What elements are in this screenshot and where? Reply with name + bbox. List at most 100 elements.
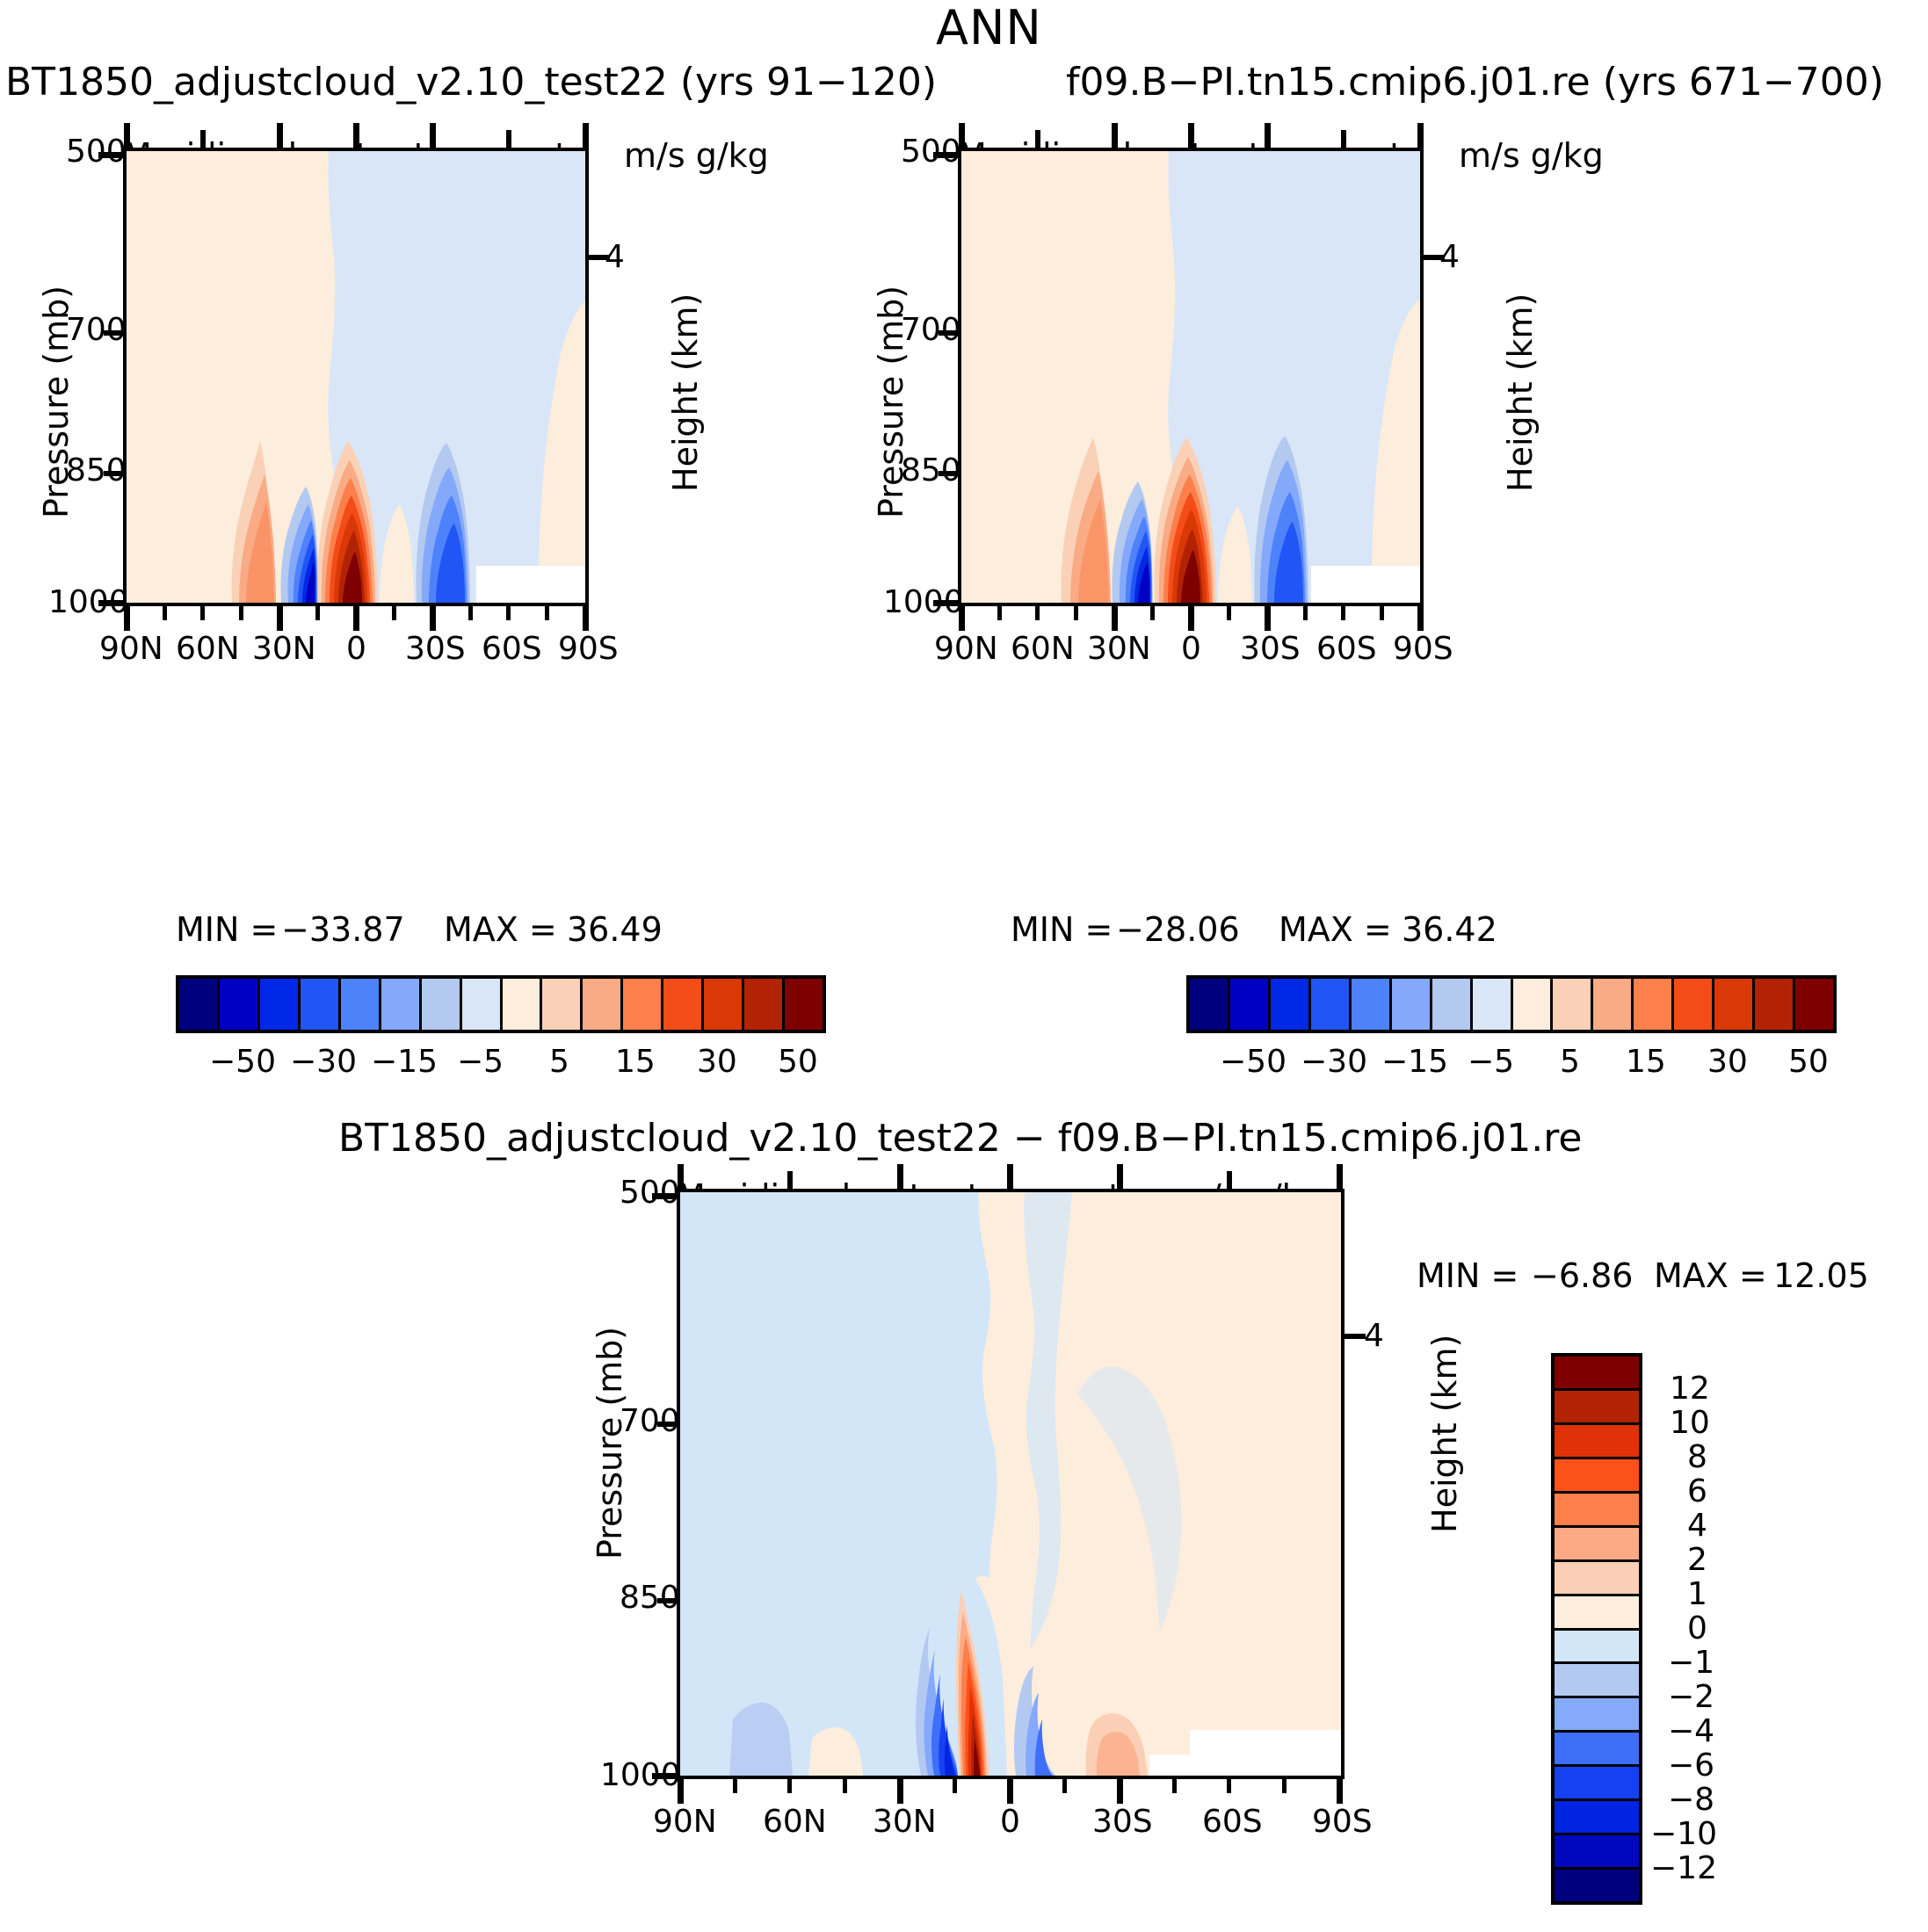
right-xtick-label-30S: 30S bbox=[1240, 631, 1301, 667]
left-y2tick-4: 4 bbox=[605, 239, 625, 275]
diff-xtick-bot-0 bbox=[1007, 1777, 1013, 1804]
right-max-label: MAX = bbox=[1279, 910, 1392, 949]
right-xtick-bot-30N bbox=[1112, 604, 1118, 631]
right-max-value: 36.42 bbox=[1402, 910, 1497, 949]
right-colorbar-label-m5: −5 bbox=[1468, 1044, 1515, 1080]
diff-panel-ylabel: Pressure (mb) bbox=[591, 1326, 629, 1559]
left-xtick-top-30N bbox=[277, 123, 283, 149]
right-colorbar-label-m50: −50 bbox=[1220, 1044, 1287, 1080]
diff-colorbar-label-m2: −2 bbox=[1668, 1679, 1715, 1715]
left-xtick-label-30N: 30N bbox=[252, 631, 316, 667]
right-ytick-mark-700 bbox=[939, 330, 960, 336]
left-ytick-mark-500 bbox=[98, 152, 125, 158]
left-colorbar-label-m5: −5 bbox=[457, 1044, 504, 1080]
left-colorbar bbox=[176, 975, 826, 1033]
right-xtick-bot-m5 bbox=[1303, 604, 1308, 620]
diff-xtick-bot-m2 bbox=[843, 1777, 847, 1793]
left-panel-units-label: m/s g/kg bbox=[624, 136, 769, 175]
diff-colorbar-swatch-13 bbox=[1555, 1767, 1639, 1802]
left-colorbar-label-5: 5 bbox=[549, 1044, 569, 1080]
left-xtick-bot-m5 bbox=[468, 604, 473, 620]
left-ytick-mark-1000 bbox=[98, 600, 125, 606]
right-xtick-label-30N: 30N bbox=[1087, 631, 1151, 667]
diff-xtick-label-90N: 90N bbox=[653, 1804, 717, 1840]
right-min-label: MIN = bbox=[1011, 910, 1113, 949]
right-panel-units-label: m/s g/kg bbox=[1459, 136, 1604, 175]
diff-colorbar-swatch-14 bbox=[1555, 1801, 1639, 1836]
diff-colorbar-label-m6: −6 bbox=[1668, 1747, 1715, 1784]
left-colorbar-swatch-7 bbox=[421, 979, 462, 1030]
right-colorbar-swatch-14 bbox=[1714, 979, 1756, 1030]
right-colorbar-swatch-9 bbox=[1512, 979, 1554, 1030]
right-colorbar-swatch-6 bbox=[1391, 979, 1432, 1030]
left-xtick-bot-m3 bbox=[315, 604, 320, 620]
left-xtick-bot-m4 bbox=[392, 604, 396, 620]
diff-xtick-bot-60N bbox=[787, 1777, 792, 1793]
right-colorbar-label-50: 50 bbox=[1788, 1044, 1829, 1080]
left-panel-contour-field bbox=[127, 151, 585, 603]
diff-ytick-mark-500 bbox=[652, 1193, 678, 1199]
diff-colorbar-swatch-15 bbox=[1555, 1835, 1639, 1870]
diff-min-label: MIN = bbox=[1417, 1256, 1519, 1295]
left-colorbar-swatch-9 bbox=[502, 979, 543, 1030]
diff-xtick-bot-30S bbox=[1117, 1777, 1123, 1804]
diff-colorbar-label-8: 8 bbox=[1687, 1439, 1707, 1475]
right-xtick-bot-m2 bbox=[1074, 604, 1078, 620]
left-panel-plot bbox=[123, 148, 589, 606]
left-colorbar-swatch-12 bbox=[623, 979, 664, 1030]
left-colorbar-swatch-8 bbox=[461, 979, 503, 1030]
right-xtick-bot-60N bbox=[1035, 604, 1040, 620]
left-panel-y2label: Height (km) bbox=[666, 293, 705, 492]
diff-min-value: −6.86 bbox=[1531, 1256, 1634, 1295]
diff-ytick-mark-1000 bbox=[652, 1773, 678, 1779]
left-xtick-label-90N: 90N bbox=[99, 631, 163, 667]
right-xtick-label-90N: 90N bbox=[934, 631, 998, 667]
diff-xtick-bot-m5 bbox=[1172, 1777, 1177, 1793]
diff-colorbar-label-m10: −10 bbox=[1650, 1816, 1717, 1852]
right-xtick-top-30S bbox=[1265, 123, 1271, 149]
diff-xtick-bot-90S bbox=[1337, 1777, 1343, 1804]
left-colorbar-swatch-2 bbox=[219, 979, 260, 1030]
right-colorbar-label-m15: −15 bbox=[1381, 1044, 1448, 1080]
diff-ytick-500: 500 bbox=[620, 1175, 680, 1211]
right-colorbar-swatch-12 bbox=[1634, 979, 1675, 1030]
right-colorbar-swatch-8 bbox=[1472, 979, 1513, 1030]
right-ytick-850: 850 bbox=[901, 452, 961, 488]
diff-colorbar-swatch-9 bbox=[1555, 1630, 1639, 1665]
diff-y2tick-mark-4 bbox=[1343, 1334, 1366, 1339]
right-colorbar-swatch-2 bbox=[1229, 979, 1271, 1030]
right-xtick-bot-m3 bbox=[1150, 604, 1155, 620]
figure-main-title: ANN bbox=[936, 0, 1042, 55]
left-colorbar-swatch-10 bbox=[542, 979, 583, 1030]
diff-colorbar-swatch-6 bbox=[1555, 1527, 1639, 1562]
left-colorbar-swatch-5 bbox=[340, 979, 381, 1030]
diff-xtick-top-90N bbox=[678, 1164, 684, 1190]
right-colorbar-swatch-4 bbox=[1310, 979, 1352, 1030]
left-ytick-500: 500 bbox=[66, 134, 127, 170]
diff-xtick-bot-m4 bbox=[1062, 1777, 1067, 1793]
left-xtick-bot-m1 bbox=[163, 604, 167, 620]
diff-colorbar-swatch-2 bbox=[1555, 1390, 1639, 1425]
diff-xtick-top-60N bbox=[787, 1171, 793, 1190]
right-colorbar-swatch-5 bbox=[1351, 979, 1392, 1030]
right-min-value: −28.06 bbox=[1116, 910, 1240, 949]
diff-colorbar-swatch-10 bbox=[1555, 1664, 1639, 1699]
diff-colorbar-label-m12: −12 bbox=[1650, 1850, 1717, 1886]
left-xtick-bot-60S bbox=[506, 604, 511, 620]
left-colorbar-label-m15: −15 bbox=[371, 1044, 438, 1080]
right-y2tick-4: 4 bbox=[1439, 239, 1460, 275]
right-xtick-top-30N bbox=[1112, 123, 1118, 149]
diff-xtick-top-0 bbox=[1007, 1164, 1013, 1190]
left-colorbar-swatch-3 bbox=[259, 979, 301, 1030]
right-ytick-mark-1000 bbox=[933, 600, 960, 606]
diff-colorbar-swatch-3 bbox=[1555, 1424, 1639, 1459]
left-xtick-label-30S: 30S bbox=[405, 631, 466, 667]
right-ytick-mark-850 bbox=[939, 471, 960, 476]
right-xtick-bot-0 bbox=[1188, 604, 1194, 631]
diff-max-label: MAX = bbox=[1654, 1256, 1767, 1295]
right-colorbar-swatch-15 bbox=[1755, 979, 1796, 1030]
left-ytick-mark-850 bbox=[104, 471, 125, 476]
diff-panel-title: BT1850_adjustcloud_v2.10_test22 − f09.B−… bbox=[338, 1116, 1583, 1161]
diff-colorbar-swatch-7 bbox=[1555, 1561, 1639, 1596]
left-xtick-bot-30S bbox=[430, 604, 436, 631]
